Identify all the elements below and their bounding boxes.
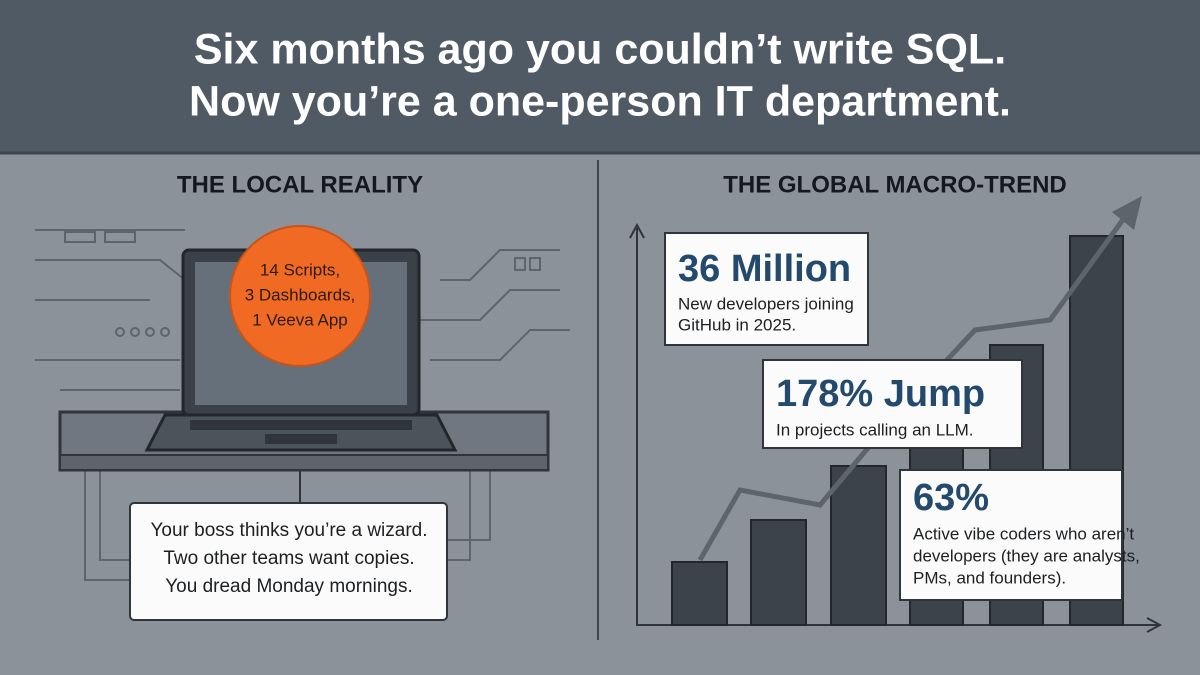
header-band bbox=[0, 0, 1200, 153]
circuit-decoration bbox=[35, 229, 570, 581]
badge-line: 3 Dashboards, bbox=[245, 285, 356, 304]
badge-line: 1 Veeva App bbox=[252, 310, 347, 329]
stat-text: developers (they are analysts, bbox=[913, 546, 1140, 565]
stat-text: GitHub in 2025. bbox=[678, 315, 796, 334]
stat-box bbox=[899, 469, 1123, 601]
stat-box bbox=[762, 359, 1023, 449]
stat-headline: 36 Million bbox=[678, 248, 851, 290]
title-line: Six months ago you couldn’t write SQL. bbox=[194, 25, 1006, 73]
stat-text: New developers joining bbox=[678, 294, 854, 313]
right-heading: THE GLOBAL MACRO-TREND bbox=[723, 171, 1067, 198]
left-heading: THE LOCAL REALITY bbox=[177, 171, 423, 198]
note-box bbox=[129, 502, 448, 621]
stat-headline: 63% bbox=[913, 477, 989, 519]
note-line: You dread Monday mornings. bbox=[165, 576, 413, 597]
stat-text: PMs, and founders). bbox=[913, 568, 1066, 587]
stat-headline: 178% Jump bbox=[776, 373, 985, 415]
stat-box bbox=[664, 232, 869, 346]
stat-text: In projects calling an LLM. bbox=[776, 420, 974, 439]
badge-line: 14 Scripts, bbox=[260, 260, 340, 279]
note-line: Two other teams want copies. bbox=[163, 548, 414, 569]
note-line: Your boss thinks you’re a wizard. bbox=[150, 520, 427, 541]
stat-text: Active vibe coders who aren’t bbox=[913, 524, 1134, 543]
title-line: Now you’re a one-person IT department. bbox=[189, 77, 1011, 125]
badge bbox=[229, 225, 371, 367]
